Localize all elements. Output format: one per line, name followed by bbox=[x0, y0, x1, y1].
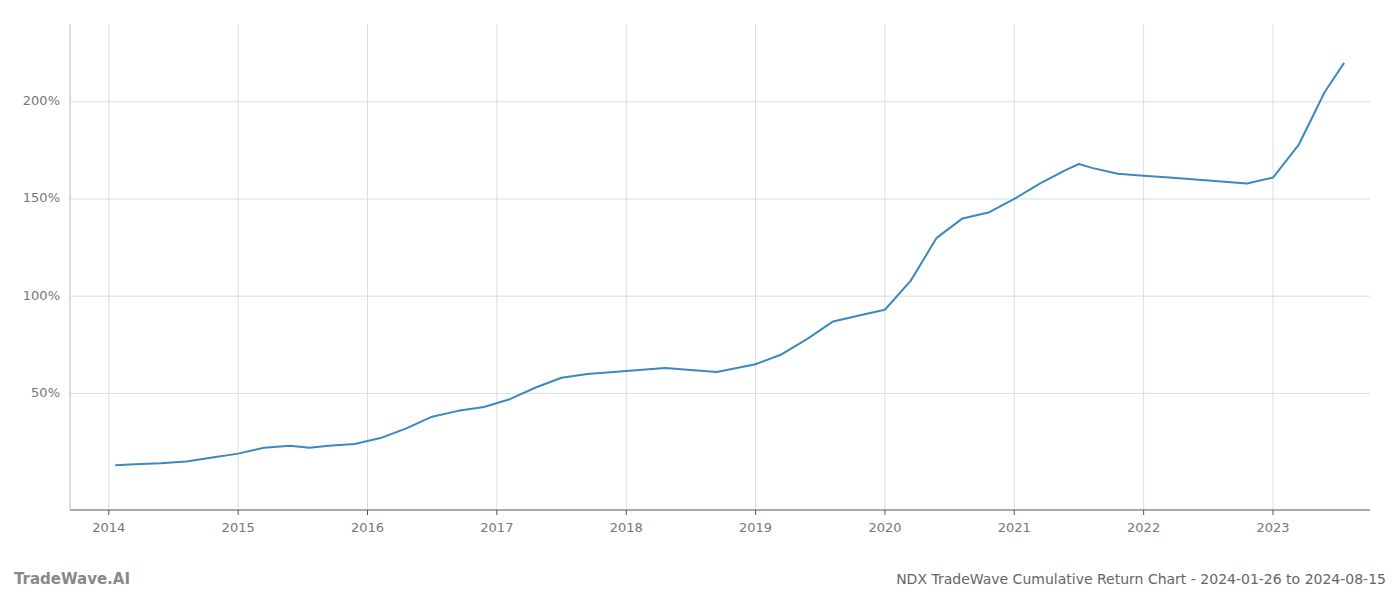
texts: TradeWave.AI NDX TradeWave Cumulative Ret… bbox=[14, 570, 1386, 588]
x-grid-line bbox=[1014, 24, 1015, 510]
grid bbox=[70, 24, 1370, 510]
chart-title: NDX TradeWave Cumulative Return Chart - … bbox=[896, 571, 1386, 587]
x-grid-line bbox=[884, 24, 885, 510]
x-tick-label: 2017 bbox=[480, 520, 513, 535]
axes: 50% 100% 150% 200% 2014 2015 2016 2017 2018 2019 2… bbox=[23, 24, 1370, 535]
chart-svg: 50% 100% 150% 200% 2014 2015 2016 2017 2018 2019 2… bbox=[0, 0, 1400, 600]
x-tick-label: 2023 bbox=[1256, 520, 1289, 535]
x-tick-mark bbox=[496, 510, 497, 515]
y-tick-label: 200% bbox=[23, 93, 60, 108]
x-tick-label: 2021 bbox=[998, 520, 1031, 535]
y-tick-label: 50% bbox=[31, 385, 60, 400]
x-grid-line bbox=[496, 24, 497, 510]
x-grid-line bbox=[367, 24, 368, 510]
x-grid-line bbox=[238, 24, 239, 510]
y-tick-label: 100% bbox=[23, 288, 60, 303]
x-tick-mark bbox=[755, 510, 756, 515]
data-line bbox=[115, 63, 1344, 465]
x-tick-label: 2015 bbox=[222, 520, 255, 535]
x-tick-mark bbox=[1143, 510, 1144, 515]
x-tick-label: 2020 bbox=[868, 520, 901, 535]
data-layer bbox=[115, 63, 1344, 465]
x-tick-label: 2022 bbox=[1127, 520, 1160, 535]
watermark: TradeWave.AI bbox=[14, 570, 130, 588]
y-grid-line bbox=[70, 393, 1370, 394]
y-tick-label: 150% bbox=[23, 190, 60, 205]
x-tick-label: 2018 bbox=[610, 520, 643, 535]
x-tick-mark bbox=[238, 510, 239, 515]
x-tick-mark bbox=[367, 510, 368, 515]
x-tick-mark bbox=[884, 510, 885, 515]
x-tick-mark bbox=[626, 510, 627, 515]
y-grid-line bbox=[70, 296, 1370, 297]
x-grid-line bbox=[755, 24, 756, 510]
x-grid-line bbox=[626, 24, 627, 510]
y-grid-line bbox=[70, 101, 1370, 102]
x-grid-line bbox=[1272, 24, 1273, 510]
x-tick-mark bbox=[1014, 510, 1015, 515]
x-grid-line bbox=[108, 24, 109, 510]
x-tick-mark bbox=[1272, 510, 1273, 515]
x-tick-label: 2019 bbox=[739, 520, 772, 535]
y-grid-line bbox=[70, 198, 1370, 199]
x-tick-mark bbox=[108, 510, 109, 515]
x-axis-line bbox=[70, 510, 1370, 511]
y-axis-line bbox=[70, 24, 71, 510]
x-tick-label: 2014 bbox=[92, 520, 125, 535]
x-grid-line bbox=[1143, 24, 1144, 510]
x-tick-label: 2016 bbox=[351, 520, 384, 535]
chart-container: 50% 100% 150% 200% 2014 2015 2016 2017 2018 2019 2… bbox=[0, 0, 1400, 600]
